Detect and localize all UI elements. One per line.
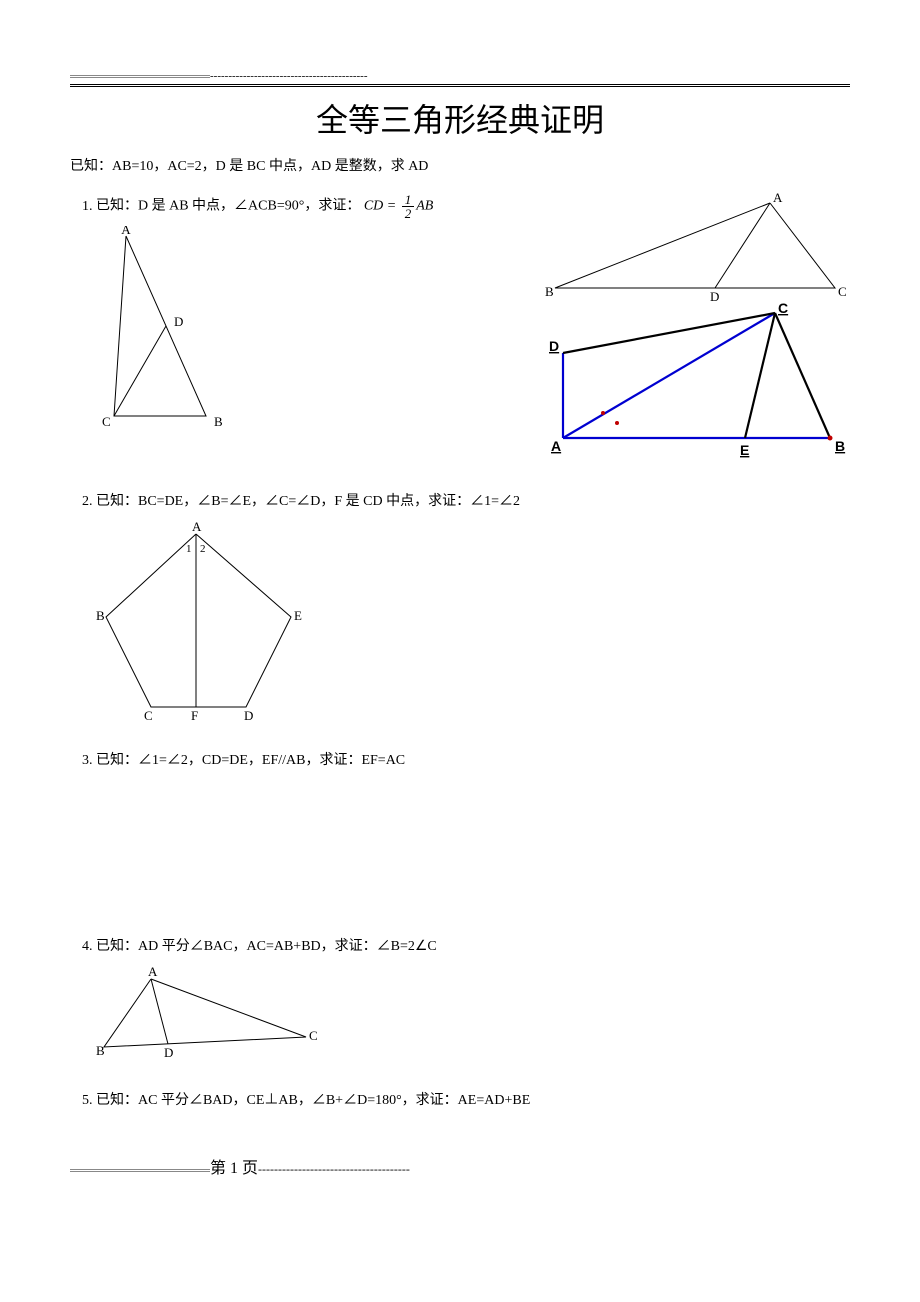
footer: 第 1 页-----------------------------------… [70, 1154, 850, 1178]
frac-num: 1 [402, 193, 415, 207]
label-C3: C [778, 303, 788, 316]
footer-dashes: -------------------------------------- [258, 1162, 410, 1176]
label-F: F [191, 708, 198, 722]
p2-text: 已知：BC=DE，∠B=∠E，∠C=∠D，F 是 CD 中点，求证：∠1=∠2 [96, 494, 520, 509]
label-D: D [164, 1045, 173, 1060]
p3-text: 已知：∠1=∠2，CD=DE，EF//AB，求证：EF=AC [96, 753, 405, 768]
problem-3: 已知：∠1=∠2，CD=DE，EF//AB，求证：EF=AC [96, 748, 850, 775]
label-E3: E [740, 442, 749, 458]
p1-after: AB [416, 199, 433, 214]
label-D2: D [710, 289, 719, 303]
p1-var: CD [364, 199, 383, 214]
header-dashes: ----------------------------------------… [210, 70, 368, 82]
label-B: B [96, 1043, 105, 1058]
p1-eq: = [383, 199, 399, 214]
label-2: 2 [200, 543, 206, 555]
frac-den: 2 [402, 207, 415, 220]
label-C: C [309, 1028, 318, 1043]
header-divider [70, 84, 850, 87]
label-D: D [244, 708, 253, 722]
label-B: B [96, 608, 105, 623]
label-C: C [102, 414, 111, 429]
problems-list: 已知：D 是 AB 中点，∠ACB=90°，求证： CD = 12AB A B [70, 193, 850, 1114]
problem-5: 已知：AC 平分∠BAD，CE⊥AB，∠B+∠D=180°，求证：AE=AD+B… [96, 1088, 850, 1115]
side-fig-bot: A B C D E [545, 303, 850, 463]
label-C: C [144, 708, 153, 722]
label-A: A [192, 522, 202, 534]
p4-figure: A B C D [96, 967, 850, 1062]
page-title: 全等三角形经典证明 [70, 95, 850, 141]
intro-text: 已知：AB=10，AC=2，D 是 BC 中点，AD 是整数，求 AD [70, 155, 850, 175]
label-D: D [174, 314, 183, 329]
side-fig-top: A B C D [545, 193, 850, 303]
header-rule: ----------------------------------------… [70, 70, 850, 82]
footer-page: 第 1 页 [210, 1160, 258, 1177]
label-E: E [294, 608, 302, 623]
p1-fraction: 12 [402, 193, 415, 220]
label-A2: A [773, 193, 783, 205]
problem-4: 已知：AD 平分∠BAC，AC=AB+BD，求证：∠B=2∠C A B C D [96, 934, 850, 1062]
label-A3: A [551, 438, 561, 454]
label-B3: B [835, 438, 845, 454]
label-A: A [148, 967, 158, 979]
p1-text: 已知：D 是 AB 中点，∠ACB=90°，求证： [96, 199, 360, 214]
label-D3: D [549, 338, 559, 354]
p4-text: 已知：AD 平分∠BAC，AC=AB+BD，求证：∠B=2∠C [96, 939, 437, 954]
problem-1: 已知：D 是 AB 中点，∠ACB=90°，求证： CD = 12AB A B [96, 193, 850, 463]
label-1: 1 [186, 543, 192, 555]
label-A: A [121, 226, 131, 237]
problem-2: 已知：BC=DE，∠B=∠E，∠C=∠D，F 是 CD 中点，求证：∠1=∠2 … [96, 489, 850, 722]
label-C2: C [838, 284, 847, 299]
label-B2: B [545, 284, 554, 299]
label-B: B [214, 414, 223, 429]
p1-side-figures: A B C D [545, 193, 850, 463]
p1-figure-left: A B C D [96, 226, 545, 431]
p5-text: 已知：AC 平分∠BAD，CE⊥AB，∠B+∠D=180°，求证：AE=AD+B… [96, 1093, 530, 1108]
p2-figure: A B C D E F 1 2 [96, 522, 850, 722]
